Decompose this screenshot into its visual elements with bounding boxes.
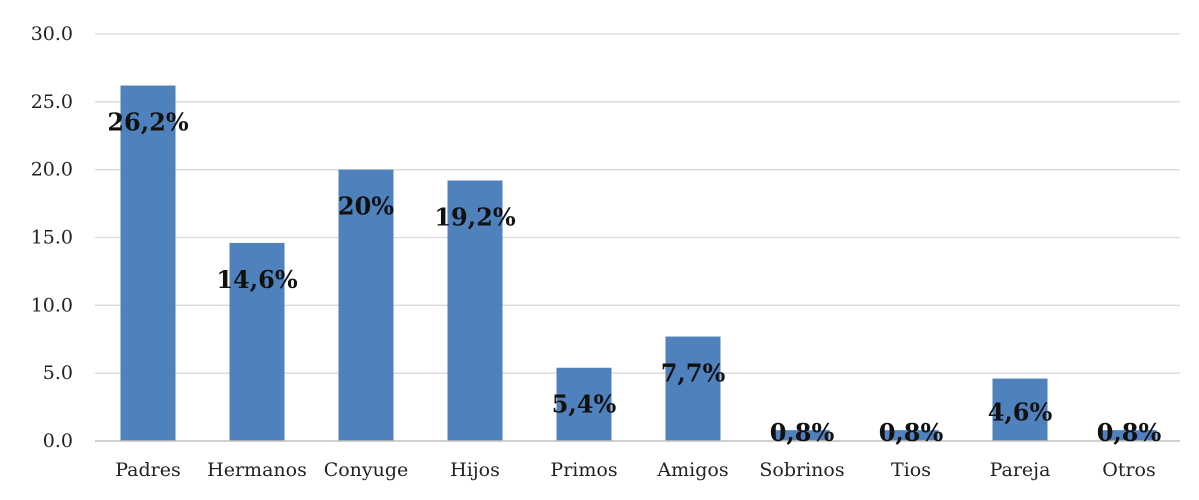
x-category-label: Primos — [550, 459, 617, 481]
y-tick-label: 25.0 — [31, 91, 73, 113]
y-tick-label: 5.0 — [43, 362, 73, 384]
x-category-label: Tios — [891, 459, 931, 481]
data-label: 19,2% — [434, 203, 515, 232]
x-category-label: Pareja — [990, 459, 1051, 481]
x-category-label: Padres — [115, 459, 181, 481]
axes: 0.0 5.0 10.0 15.0 20.0 25.0 30.0 Padres Hermanos… — [31, 23, 1180, 481]
data-labels: 26,2% 14,6% 20% 19,2% 5,4% 7,7% 0,8% 0,8% 4,6% 0,… — [107, 108, 1161, 447]
data-label: 20% — [338, 192, 394, 221]
bar-pareja — [992, 378, 1048, 441]
x-category-label: Amigos — [656, 459, 728, 481]
bar-conyuge — [338, 169, 394, 441]
y-tick-label: 10.0 — [31, 294, 73, 316]
bar-padres — [120, 85, 176, 441]
x-category-label: Otros — [1102, 459, 1155, 481]
bar-sobrinos — [774, 430, 830, 441]
bar-tios — [883, 430, 939, 441]
data-label: 5,4% — [552, 390, 617, 419]
data-label: 4,6% — [988, 398, 1053, 427]
x-category-label: Sobrinos — [759, 459, 844, 481]
data-label: 0,8% — [879, 418, 944, 447]
bar-hermanos — [229, 242, 285, 441]
data-label: 0,8% — [1097, 418, 1162, 447]
y-tick-label: 20.0 — [31, 159, 73, 181]
bar-primos — [556, 367, 612, 441]
data-label: 14,6% — [216, 265, 297, 294]
bar-hijos — [447, 180, 503, 441]
bar-otros — [1101, 430, 1157, 441]
y-tick-label: 15.0 — [31, 227, 73, 249]
bars — [120, 85, 1157, 441]
x-category-label: Hermanos — [207, 459, 307, 481]
y-tick-label: 30.0 — [31, 23, 73, 45]
y-tick-label: 0.0 — [43, 430, 73, 452]
x-category-label: Hijos — [450, 459, 500, 481]
bar-amigos — [665, 336, 721, 441]
data-label: 26,2% — [107, 108, 188, 137]
data-label: 7,7% — [661, 359, 726, 388]
x-category-label: Conyuge — [324, 459, 409, 481]
data-label: 0,8% — [770, 418, 835, 447]
